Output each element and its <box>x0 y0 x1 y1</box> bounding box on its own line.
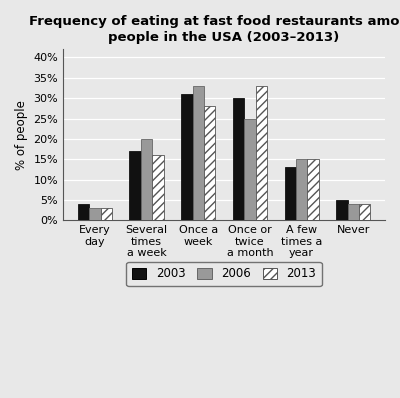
Bar <box>284 168 296 220</box>
Bar <box>348 204 359 220</box>
Bar <box>336 200 348 220</box>
Title: Frequency of eating at fast food restaurants among
people in the USA (2003–2013): Frequency of eating at fast food restaur… <box>29 15 400 44</box>
Legend: 2003, 2006, 2013: 2003, 2006, 2013 <box>126 261 322 286</box>
Bar <box>181 94 192 220</box>
Bar <box>192 86 204 220</box>
Bar <box>78 204 89 220</box>
Bar <box>296 159 307 220</box>
Bar <box>141 139 152 220</box>
Bar <box>256 86 267 220</box>
Bar <box>204 106 215 220</box>
Bar <box>100 208 112 220</box>
Bar <box>130 151 141 220</box>
Bar <box>359 204 370 220</box>
Bar <box>152 155 164 220</box>
Bar <box>233 98 244 220</box>
Bar <box>244 119 256 220</box>
Bar <box>89 208 100 220</box>
Bar <box>307 159 319 220</box>
Y-axis label: % of people: % of people <box>15 100 28 170</box>
